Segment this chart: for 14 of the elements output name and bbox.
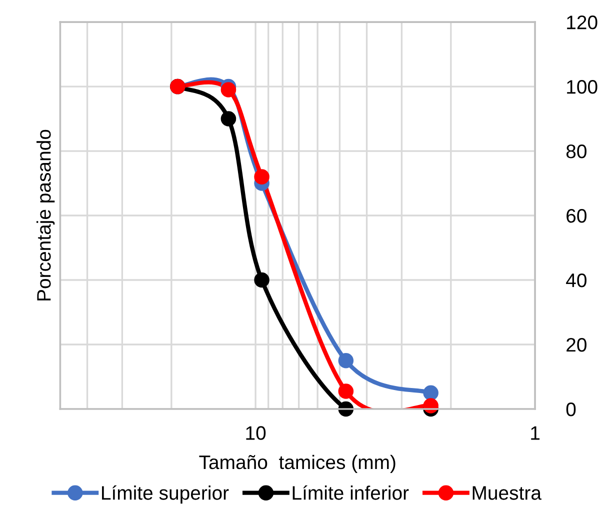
x-axis-title: Tamaño tamices (mm) xyxy=(199,454,396,473)
x-tick-label: 10 xyxy=(246,426,266,440)
y-tick-label: 20 xyxy=(566,338,586,352)
y-tick-label: 80 xyxy=(566,144,586,158)
y-tick-label: 40 xyxy=(566,273,586,288)
legend-label: Límite inferior xyxy=(292,485,409,500)
y-tick-label: 100 xyxy=(567,80,598,94)
x-tick-label: 1 xyxy=(531,426,540,440)
y-axis-title: Porcentaje pasando xyxy=(36,130,55,300)
legend-label: Muestra xyxy=(472,486,542,500)
y-tick-label: 60 xyxy=(566,208,586,223)
legend-label: Límite superior xyxy=(102,485,229,504)
y-tick-label: 0 xyxy=(566,402,576,416)
y-tick-label: 120 xyxy=(567,16,598,30)
